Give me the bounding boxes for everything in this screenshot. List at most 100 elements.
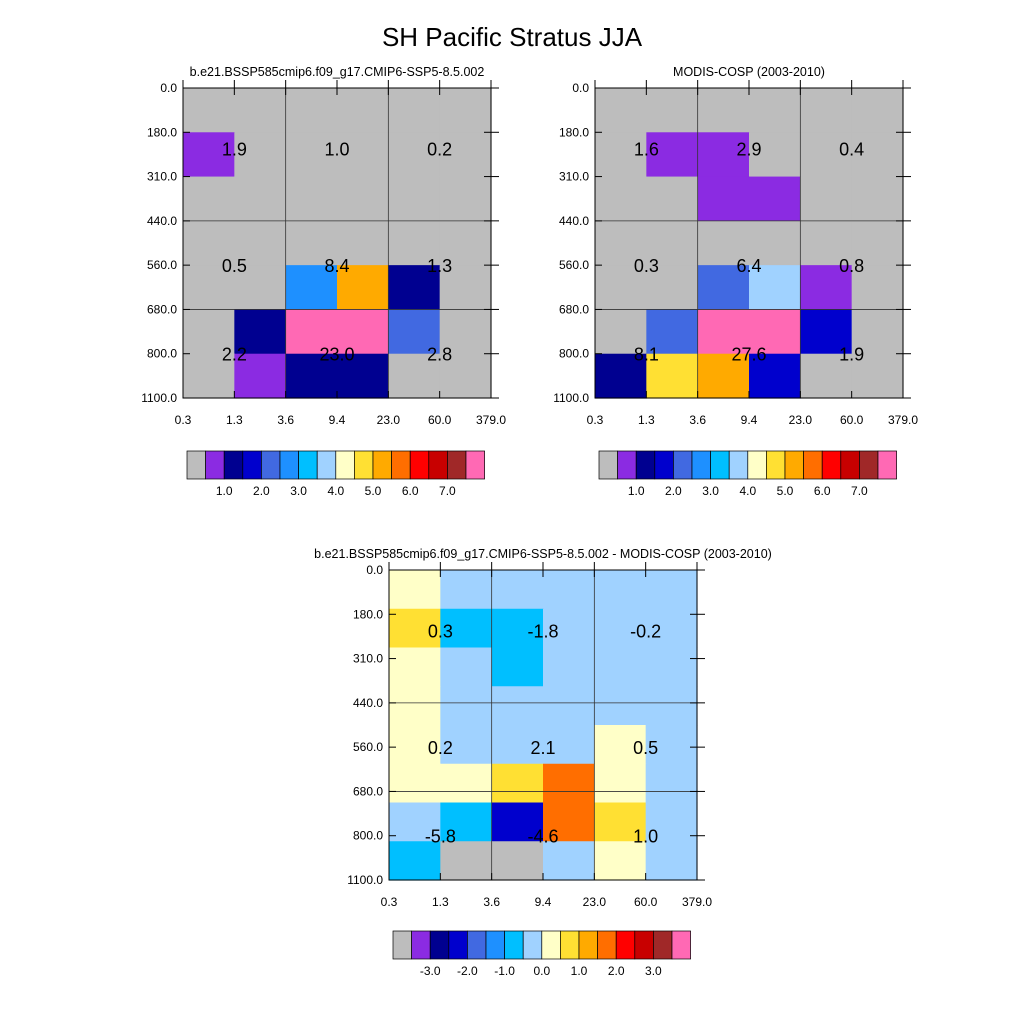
cell-value-label: 8.1 — [634, 345, 659, 365]
heatmap-cell — [749, 88, 801, 133]
heatmap-cell — [388, 309, 441, 355]
heatmap-cell — [645, 608, 698, 649]
difference-heatmap-panel: b.e21.BSSP585cmip6.f09_g17.CMIP6-SSP5-8.… — [314, 547, 772, 978]
y-tick-label: 180.0 — [147, 125, 177, 139]
x-tick-label: 379.0 — [682, 895, 712, 909]
heatmap-cell — [697, 88, 750, 133]
heatmap-cell — [645, 725, 698, 765]
y-tick-label: 180.0 — [353, 607, 383, 621]
heatmap-cell — [389, 725, 441, 765]
heatmap-cell — [851, 265, 904, 311]
y-tick-label: 310.0 — [353, 652, 383, 666]
y-tick-label: 800.0 — [559, 347, 589, 361]
colorbar-swatch — [467, 930, 487, 960]
colorbar-swatch — [316, 450, 337, 480]
colorbar-swatch — [653, 930, 673, 960]
colorbar-swatch — [205, 450, 225, 480]
heatmap-cell — [543, 686, 595, 726]
heatmap-cell — [285, 309, 338, 355]
colorbar-label: 5.0 — [365, 484, 382, 498]
heatmap-cell — [543, 802, 595, 842]
cell-value-label: 2.8 — [427, 345, 452, 365]
heatmap-cell — [800, 353, 853, 399]
heatmap-cell — [439, 265, 492, 311]
heatmap-cell — [337, 176, 389, 222]
colorbar-label: 5.0 — [777, 484, 794, 498]
heatmap-cell — [183, 88, 235, 133]
heatmap-cell — [439, 88, 492, 133]
colorbar-label: 4.0 — [739, 484, 756, 498]
y-tick-label: 310.0 — [559, 170, 589, 184]
colorbar-swatch — [877, 450, 897, 480]
cell-value-label: -0.2 — [630, 621, 661, 641]
cell-value-label: 1.0 — [633, 827, 658, 847]
heatmap-cell — [491, 686, 544, 726]
heatmap-cell — [851, 309, 904, 355]
heatmap-cell — [388, 132, 441, 178]
x-tick-label: 60.0 — [634, 895, 658, 909]
heatmap-cell — [646, 132, 699, 178]
heatmap-cell — [491, 763, 544, 804]
y-tick-label: 0.0 — [572, 81, 589, 95]
heatmap-cell — [800, 176, 853, 222]
heatmap-cell — [697, 132, 750, 178]
colorbar-label: 4.0 — [327, 484, 344, 498]
heatmap-cell — [491, 841, 544, 881]
heatmap-cell — [697, 309, 750, 355]
y-tick-label: 800.0 — [147, 347, 177, 361]
cell-value-label: -4.6 — [527, 827, 558, 847]
heatmap-cell — [337, 220, 389, 266]
heatmap-cell — [749, 353, 801, 399]
heatmap-cell — [595, 309, 647, 355]
heatmap-cell — [183, 265, 235, 311]
heatmap-cell — [800, 309, 853, 355]
heatmap-cell — [595, 265, 647, 311]
colorbar-swatch — [578, 930, 598, 960]
colorbar-swatch — [784, 450, 804, 480]
colorbar-swatch — [504, 930, 524, 960]
colorbar-label: 0.0 — [533, 964, 550, 978]
heatmap-cell — [491, 725, 544, 765]
cell-value-label: 1.9 — [222, 139, 247, 159]
heatmap-cell — [183, 353, 235, 399]
heatmap-cell — [851, 88, 904, 133]
heatmap-cell — [800, 88, 853, 133]
heatmap-cell — [595, 220, 647, 266]
colorbar-swatch — [354, 450, 374, 480]
colorbar-swatch — [186, 450, 206, 480]
heatmap-cell — [389, 647, 441, 687]
colorbar-swatch — [541, 930, 561, 960]
colorbar-label: -2.0 — [457, 964, 478, 978]
colorbar-swatch — [411, 930, 431, 960]
heatmap-cell — [749, 176, 801, 222]
colorbar-label: 2.0 — [665, 484, 682, 498]
heatmap-cell — [645, 686, 698, 726]
colorbar-swatch — [465, 450, 485, 480]
colorbar-label: 2.0 — [253, 484, 270, 498]
y-tick-label: 560.0 — [147, 258, 177, 272]
x-tick-label: 60.0 — [840, 413, 864, 427]
x-tick-label: 3.6 — [483, 895, 500, 909]
colorbar-label: 3.0 — [290, 484, 307, 498]
cell-value-label: -5.8 — [425, 827, 456, 847]
heatmap-cell — [646, 176, 699, 222]
x-tick-label: 379.0 — [476, 413, 506, 427]
x-tick-label: 23.0 — [789, 413, 813, 427]
y-tick-label: 560.0 — [353, 740, 383, 754]
x-tick-label: 0.3 — [175, 413, 192, 427]
y-tick-label: 180.0 — [559, 125, 589, 139]
heatmap-cell — [439, 176, 492, 222]
colorbar-swatch — [598, 450, 618, 480]
y-tick-label: 680.0 — [147, 302, 177, 316]
colorbar-label: 6.0 — [814, 484, 831, 498]
colorbar-label: 2.0 — [608, 964, 625, 978]
colorbar-swatch — [654, 450, 674, 480]
heatmap-cell — [594, 570, 647, 610]
heatmap-cell — [595, 176, 647, 222]
heatmap-cell — [440, 647, 493, 687]
heatmap-cell — [595, 353, 647, 399]
heatmap-cell — [645, 647, 698, 687]
heatmap-cell — [645, 570, 698, 610]
colorbar-swatch — [298, 450, 318, 480]
colorbar-swatch — [615, 930, 636, 960]
